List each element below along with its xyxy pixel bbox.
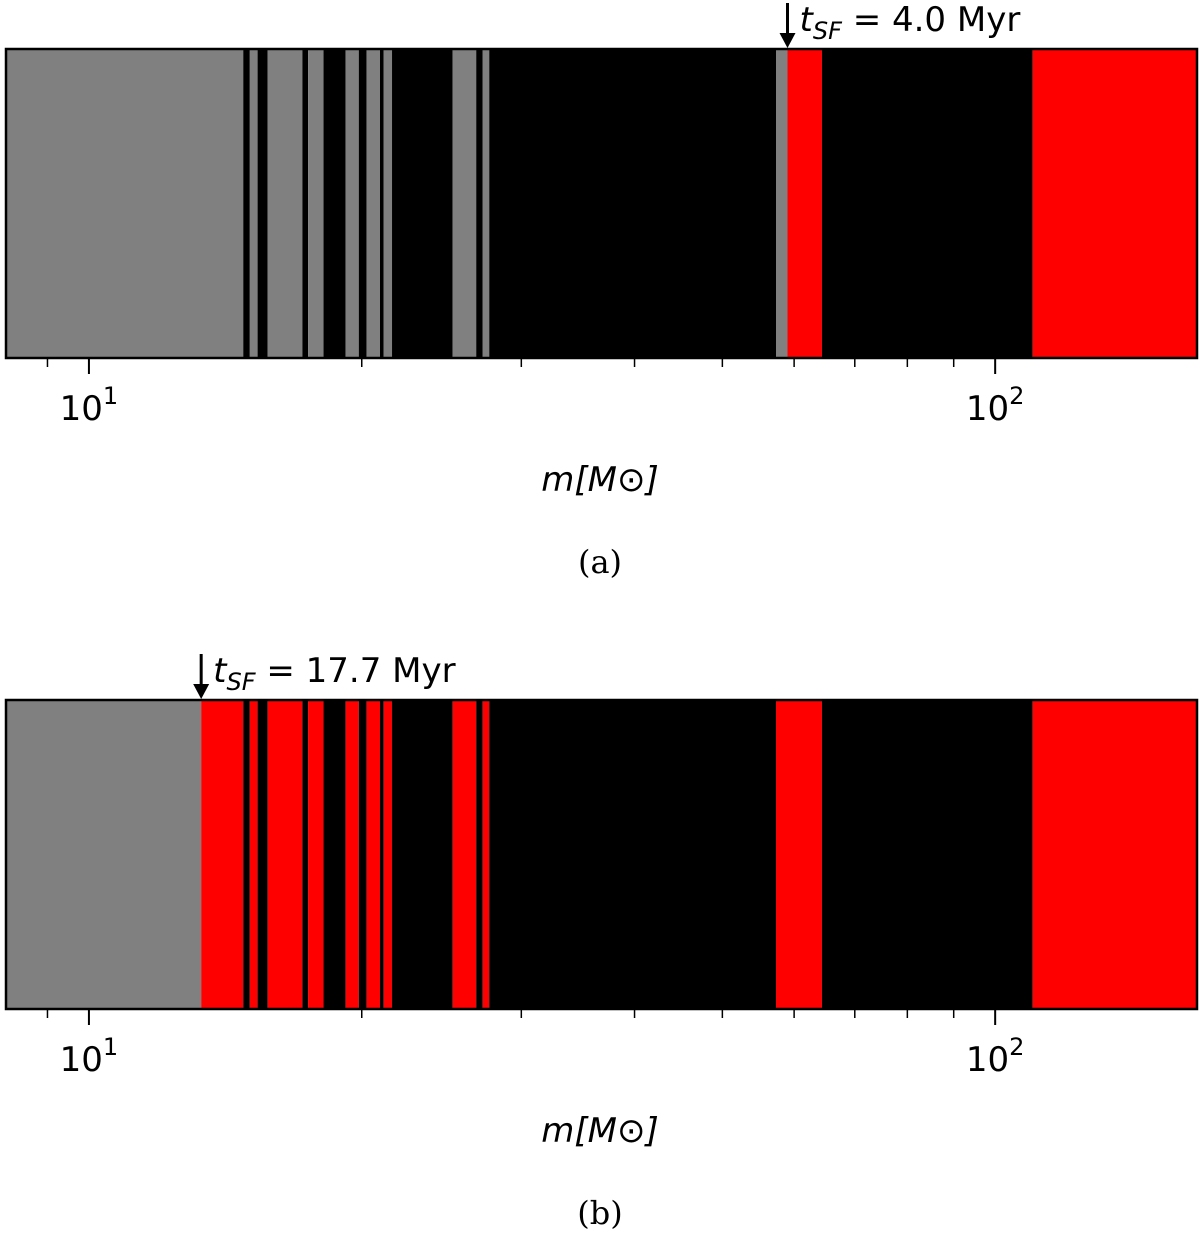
segment-red <box>383 700 393 1009</box>
tick-label: 101 <box>60 382 119 429</box>
segment-black <box>476 700 483 1009</box>
segment-red <box>1032 700 1197 1009</box>
segment-black <box>257 49 268 358</box>
segment-red <box>366 700 381 1009</box>
segment-gray <box>452 49 477 358</box>
x-axis-label: m[M⊙] <box>541 1111 658 1151</box>
segment-black <box>323 49 346 358</box>
panel-b: 101 102 m[M⊙] (b) tSF = 17.7 Myr <box>4 651 1199 1232</box>
annotation-text: tSF = 4.0 Myr <box>800 0 1021 45</box>
segment-red <box>787 49 822 358</box>
segment-black <box>489 49 776 358</box>
segment-gray <box>482 49 490 358</box>
segment-red <box>775 700 822 1009</box>
segment-red <box>308 700 324 1009</box>
segment-black <box>392 700 453 1009</box>
panel-label: (b) <box>577 1194 622 1232</box>
arrow-head <box>193 684 210 699</box>
x-axis-label: m[M⊙] <box>541 460 658 500</box>
tick-label: 102 <box>966 382 1025 429</box>
segment-black <box>476 49 483 358</box>
panel-label: (a) <box>578 543 622 581</box>
segment-black <box>243 49 250 358</box>
arrow-head <box>779 33 796 48</box>
segment-gray <box>383 49 393 358</box>
segment-gray <box>6 700 202 1009</box>
segment-gray <box>267 49 303 358</box>
tick-label: 101 <box>60 1033 119 1080</box>
segment-black <box>243 700 250 1009</box>
plot-frame <box>4 698 1199 1011</box>
segment-black <box>380 700 384 1009</box>
segment-gray <box>366 49 381 358</box>
segment-red <box>482 700 490 1009</box>
segment-black <box>358 49 367 358</box>
plot-frame <box>4 47 1199 360</box>
segment-black <box>821 49 1033 358</box>
segment-gray <box>6 49 244 358</box>
annotation-text: tSF = 17.7 Myr <box>213 651 455 696</box>
segment-black <box>489 700 776 1009</box>
segment-red <box>452 700 477 1009</box>
segment-black <box>257 700 268 1009</box>
segment-black <box>821 700 1033 1009</box>
segment-red <box>201 700 244 1009</box>
segment-black <box>302 49 309 358</box>
segment-gray <box>775 49 788 358</box>
segment-black <box>358 700 367 1009</box>
segment-black <box>380 49 384 358</box>
segment-black <box>392 49 453 358</box>
segment-gray <box>345 49 359 358</box>
tick-label: 102 <box>966 1033 1025 1080</box>
segment-red <box>267 700 303 1009</box>
segment-black <box>302 700 309 1009</box>
segment-red <box>249 700 258 1009</box>
segment-red <box>345 700 359 1009</box>
segment-black <box>323 700 346 1009</box>
panel-a: 101 102 m[M⊙] (a) tSF = 4.0 Myr <box>4 0 1199 581</box>
segment-gray <box>249 49 258 358</box>
segment-red <box>1032 49 1197 358</box>
segment-gray <box>308 49 324 358</box>
